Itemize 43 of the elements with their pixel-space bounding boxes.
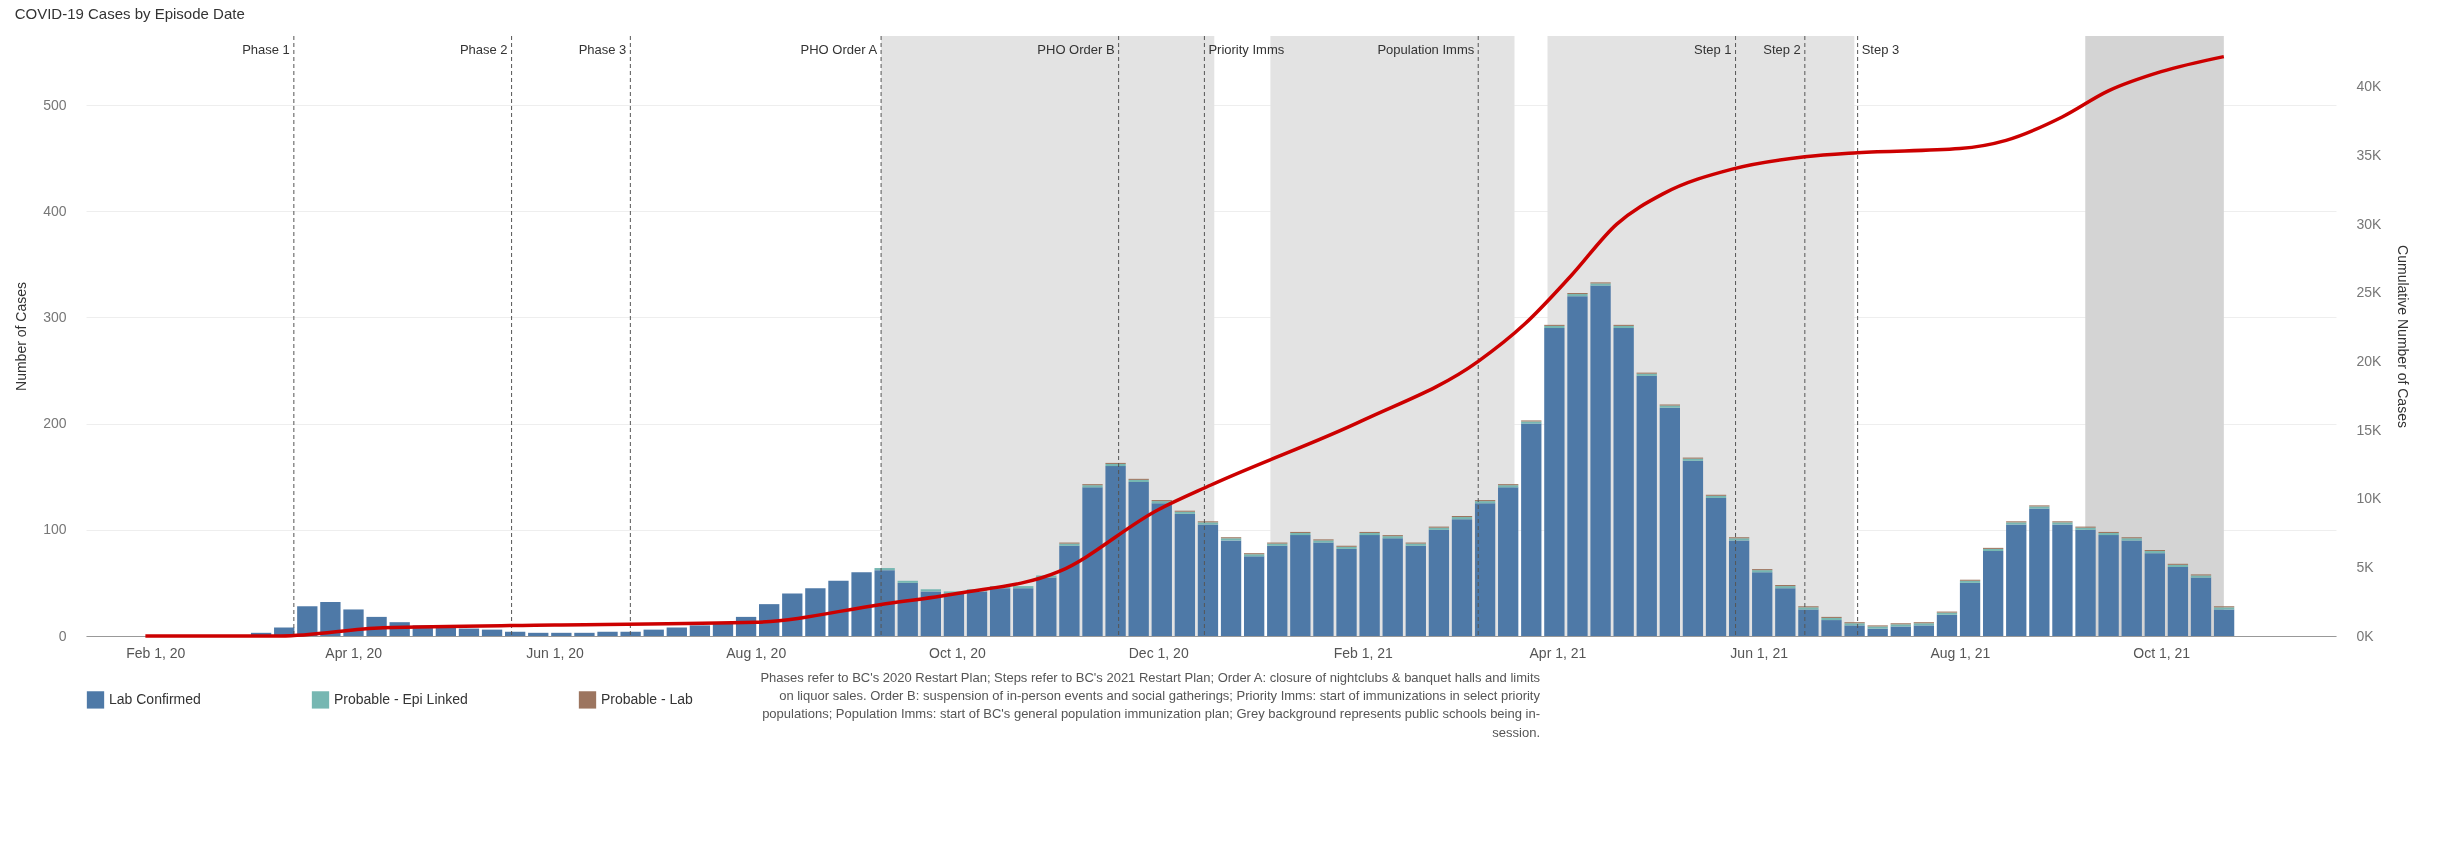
ref-line-label: Population Imms (1377, 42, 1475, 57)
y2-tick-label: 15K (2356, 421, 2383, 438)
y-tick-label: 300 (43, 308, 67, 325)
y2-tick-label: 10K (2356, 490, 2383, 507)
x-tick-label: Aug 1, 20 (726, 644, 787, 661)
legend-label: Probable - Epi Linked (334, 690, 468, 707)
y2-tick-label: 20K (2356, 352, 2383, 369)
y-tick-label: 100 (43, 521, 67, 538)
text: Phases refer to BC's 2020 Restart Plan; Steps refer to BC's 2021 Restart Plan; Order A: closure of nightclubs & banquet halls and limits on liquor sales. Order B: suspension of in-person events and social gatherings; Priority Imms: start of immunizations in select priority populations; Population Imms: start of BC's general population immunization plan; Grey background represents public schools being in-session. (760, 669, 1540, 742)
ref-line-label: Phase 3 (578, 42, 627, 57)
x-tick-label: Feb 1, 21 (1333, 644, 1394, 661)
x-tick-label: Feb 1, 20 (126, 644, 186, 661)
ref-line-label: Phase 1 (242, 42, 290, 57)
ref-line-label: PHO Order A (800, 42, 878, 57)
y2-tick-label: 25K (2356, 284, 2383, 301)
x-tick-label: Apr 1, 20 (325, 644, 383, 661)
ref-line-label: Priority Imms (1208, 42, 1285, 57)
y2-tick-label: 35K (2356, 146, 2383, 163)
ref-line-label: Step 2 (1763, 42, 1801, 57)
x-tick-label: Aug 1, 21 (1930, 644, 1991, 661)
x-tick-label: Apr 1, 21 (1529, 644, 1587, 661)
y-tick-label: 500 (43, 96, 67, 113)
chart-title: COVID-19 Cases by Episode Date (14, 4, 245, 22)
x-tick-label: Oct 1, 21 (2133, 644, 2191, 661)
y2-tick-label: 40K (2356, 78, 2383, 95)
y-tick-label: 400 (43, 202, 67, 219)
y-tick-label: 0 (58, 627, 67, 644)
legend-label: Probable - Lab (601, 690, 694, 707)
ref-line-label: Step 1 (1693, 42, 1732, 57)
ref-line-label: PHO Order B (1037, 42, 1115, 57)
y2-tick-label: 5K (2356, 558, 2375, 575)
y2-tick-label: 30K (2356, 215, 2383, 232)
y2-tick-label: 0K (2356, 627, 2375, 644)
x-tick-label: Oct 1, 20 (929, 644, 987, 661)
y2-axis-title: Cumulative Number of Cases (2395, 245, 2412, 428)
ref-line-label: Step 3 (1861, 42, 1900, 57)
y-axis-title: Number of Cases (13, 282, 30, 391)
x-tick-label: Jun 1, 20 (526, 644, 584, 661)
ref-line-label: Phase 2 (459, 42, 508, 57)
x-tick-label: Dec 1, 20 (1128, 644, 1189, 661)
x-tick-label: Jun 1, 21 (1730, 644, 1789, 661)
y-tick-label: 200 (43, 415, 67, 432)
legend-label: Lab Confirmed (109, 690, 201, 707)
